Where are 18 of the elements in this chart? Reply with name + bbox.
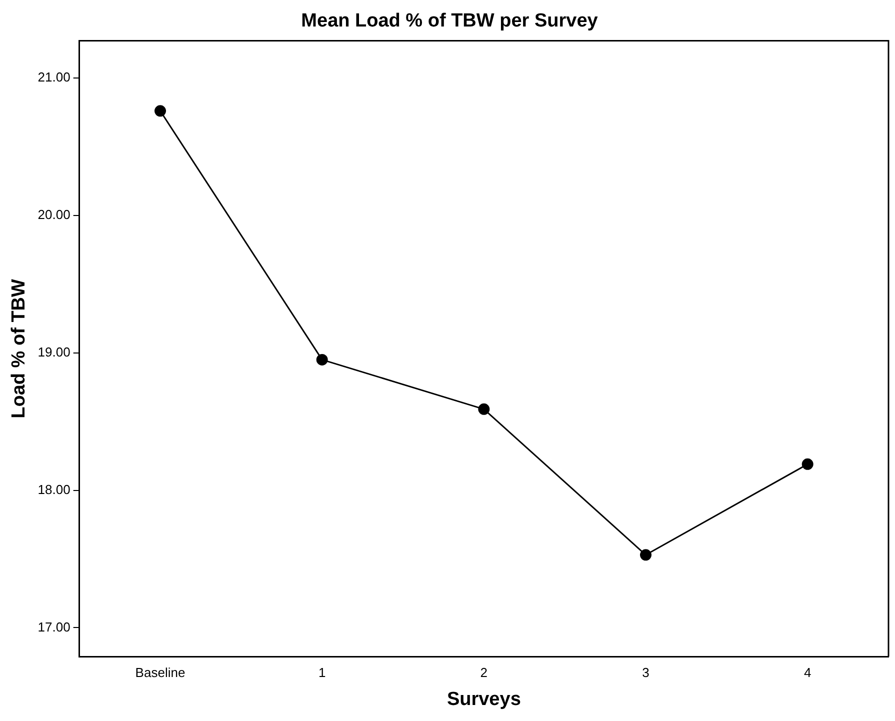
y-tick-label: 19.00 (38, 344, 70, 360)
chart-title: Mean Load % of TBW per Survey (301, 10, 598, 32)
point (154, 105, 166, 117)
x-axis-title: Surveys (446, 688, 521, 710)
y-tick-label: 21.00 (38, 69, 70, 84)
x-tick-label: 1 (318, 664, 326, 680)
y-axis-title: Load % of TBW (8, 278, 30, 418)
point (802, 458, 814, 470)
x-tick-label: Baseline (135, 664, 186, 680)
x-tick-label: 2 (480, 664, 488, 680)
x-tick-label: 4 (804, 664, 812, 680)
point (640, 549, 652, 561)
point (316, 354, 328, 366)
y-tick-label: 18.00 (38, 482, 70, 497)
y-tick-label: 20.00 (38, 206, 70, 222)
y-tick-label: 17.00 (38, 619, 70, 634)
x-tick-label: 3 (642, 664, 650, 680)
point (478, 403, 490, 415)
